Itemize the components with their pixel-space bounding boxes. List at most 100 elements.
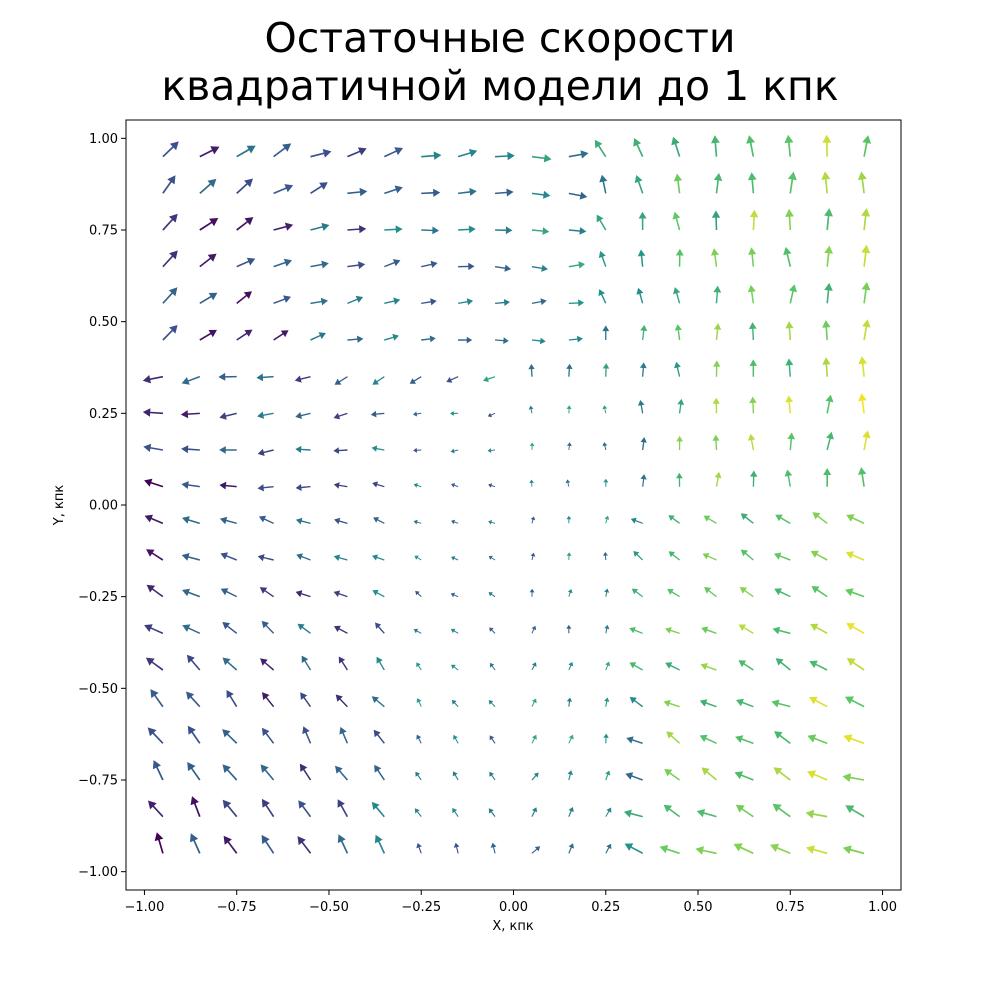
quiver-arrow xyxy=(807,734,828,745)
quiver-arrow xyxy=(711,210,721,230)
quiver-arrow xyxy=(257,554,274,562)
quiver-arrow xyxy=(458,225,476,234)
quiver-arrow xyxy=(296,553,311,561)
quiver-arrow xyxy=(747,433,756,451)
quiver-arrow xyxy=(488,555,496,561)
quiver-arrow xyxy=(675,248,684,267)
quiver-arrow xyxy=(634,175,644,194)
quiver-arrow xyxy=(295,484,311,491)
quiver-arrow xyxy=(845,696,865,708)
quiver-arrow xyxy=(416,662,422,671)
quiver-arrow xyxy=(416,734,422,744)
quiver-arrow xyxy=(451,664,459,671)
quiver-arrow xyxy=(772,626,791,635)
plot-frame xyxy=(125,119,902,891)
quiver-arrow xyxy=(529,479,534,487)
quiver-arrow xyxy=(749,396,757,414)
quiver-arrow xyxy=(750,470,758,487)
arrows-layer xyxy=(142,134,872,855)
quiver-arrow xyxy=(602,405,608,414)
quiver-arrow xyxy=(333,554,348,561)
quiver-arrow xyxy=(676,472,683,487)
quiver-arrow xyxy=(148,800,164,818)
quiver-arrow xyxy=(822,357,831,377)
quiver-arrow xyxy=(826,431,834,451)
quiver-arrow xyxy=(659,845,680,855)
quiver-arrow xyxy=(199,146,220,158)
quiver-arrow xyxy=(734,771,754,781)
y-tick-label: −0.75 xyxy=(78,774,118,789)
quiver-arrow xyxy=(333,447,348,454)
quiver-arrow xyxy=(260,658,275,671)
quiver-arrow xyxy=(162,141,179,158)
quiver-arrow xyxy=(531,154,552,163)
quiver-arrow xyxy=(186,691,201,708)
quiver-arrow xyxy=(787,171,797,194)
quiver-arrow xyxy=(347,295,364,304)
x-tick-label: −0.25 xyxy=(401,900,441,915)
quiver-arrow xyxy=(347,261,366,270)
quiver-arrow xyxy=(712,434,720,450)
quiver-arrow xyxy=(568,150,589,159)
quiver-arrow xyxy=(735,804,754,818)
quiver-arrow xyxy=(733,843,754,855)
quiver-arrow xyxy=(861,282,871,304)
quiver-arrow xyxy=(640,324,648,341)
quiver-arrow xyxy=(384,147,403,158)
quiver-arrow xyxy=(809,696,828,708)
quiver-arrow xyxy=(219,481,237,490)
quiver-arrow xyxy=(413,628,422,634)
quiver-arrow xyxy=(862,135,872,157)
quiver-arrow xyxy=(568,335,583,343)
quiver-arrow xyxy=(335,694,348,708)
quiver-arrow xyxy=(672,211,681,231)
quiver-arrow xyxy=(748,322,757,340)
quiver-arrow xyxy=(143,443,163,452)
quiver-arrow xyxy=(223,835,238,854)
quiver-arrow xyxy=(629,662,643,671)
quiver-arrow xyxy=(596,214,607,231)
quiver-arrow xyxy=(162,250,178,268)
quiver-arrow xyxy=(824,208,833,231)
quiver-arrow xyxy=(182,516,200,525)
quiver-arrow xyxy=(376,656,385,671)
quiver-arrow xyxy=(810,550,828,561)
chart-title: Остаточные скорости квадратичной модели … xyxy=(0,14,1000,110)
quiver-arrow xyxy=(413,483,422,488)
quiver-arrow xyxy=(809,660,828,671)
quiver-arrow xyxy=(772,803,791,818)
quiver-arrow xyxy=(566,624,572,634)
quiver-arrow xyxy=(846,658,865,671)
quiver-arrow xyxy=(674,361,681,377)
quiver-arrow xyxy=(415,590,422,597)
quiver-arrow xyxy=(788,284,797,304)
quiver-arrow xyxy=(300,692,312,708)
x-tick-label: −0.75 xyxy=(217,900,257,915)
quiver-arrow xyxy=(711,135,720,157)
quiver-arrow xyxy=(190,796,201,817)
quiver-arrow xyxy=(749,359,758,377)
quiver-arrow xyxy=(339,726,349,744)
quiver-arrow xyxy=(219,412,237,420)
quiver-arrow xyxy=(373,729,385,744)
quiver-arrow xyxy=(458,298,474,306)
quiver-arrow xyxy=(862,319,871,341)
quiver-arrow xyxy=(845,588,865,598)
quiver-arrow xyxy=(489,735,496,744)
quiver-arrow xyxy=(222,657,238,671)
quiver-arrow xyxy=(450,592,459,598)
quiver-arrow xyxy=(347,335,364,343)
quiver-arrow xyxy=(222,764,238,781)
quiver-arrow xyxy=(181,375,201,385)
quiver-arrow xyxy=(529,442,535,450)
quiver-arrow xyxy=(310,260,329,269)
y-tick-label: 0.50 xyxy=(89,315,118,330)
quiver-arrow xyxy=(567,589,573,597)
y-tick-label: 0.00 xyxy=(89,499,118,514)
quiver-arrow xyxy=(236,291,252,304)
quiver-arrow xyxy=(301,655,312,671)
quiver-arrow xyxy=(489,771,496,781)
quiver-arrow xyxy=(667,589,680,598)
x-tick-label: 0.75 xyxy=(776,900,805,915)
quiver-arrow xyxy=(310,222,330,231)
